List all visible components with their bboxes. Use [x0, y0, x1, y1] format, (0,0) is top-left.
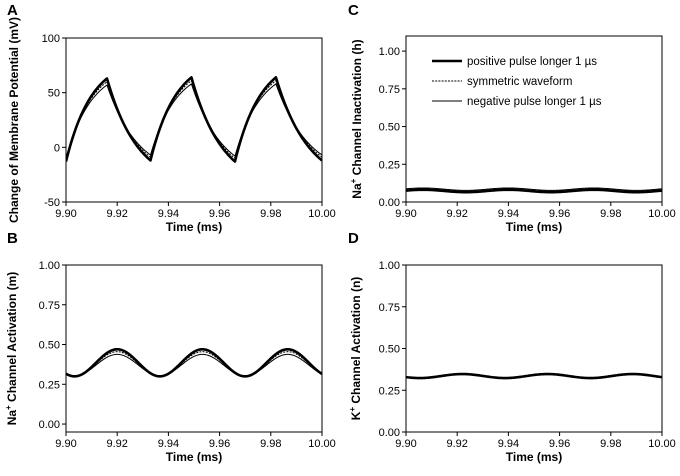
series-line-symmetric-waveform: [66, 351, 322, 377]
y-tick-label: 0.50: [39, 340, 60, 352]
panel-letter: B: [7, 230, 18, 247]
x-axis-label: Time (ms): [506, 450, 562, 464]
x-tick-label: 9.92: [446, 438, 467, 450]
y-tick-label: 0.75: [379, 84, 400, 96]
panel-letter: A: [7, 2, 18, 19]
panel-c: C 9.90 9.92 9.94 9.96 9.98 10.00 0.00 0.25 0.50 0.…: [348, 2, 676, 234]
x-tick-label: 9.96: [209, 438, 230, 450]
x-tick-label: 10.00: [648, 438, 676, 450]
plot-frame: [65, 264, 323, 433]
y-tick-label: 0: [54, 142, 60, 154]
y-tick-label: 0.25: [39, 379, 60, 391]
x-tick-label: 9.98: [600, 438, 621, 450]
x-tick-label: 9.98: [260, 208, 281, 220]
series-line-negative-pulse-longer-1-s: [66, 83, 322, 159]
x-tick-label: 10.00: [308, 208, 336, 220]
y-tick-label: 100: [42, 33, 60, 45]
legend-entry: symmetric waveform: [467, 76, 572, 88]
y-tick-label: 50: [48, 88, 60, 100]
x-axis-label: Time (ms): [166, 450, 222, 464]
x-tick-label: 9.90: [395, 208, 416, 220]
y-axis-label: Na+ Channel Activation (m): [4, 272, 19, 426]
x-tick-label: 9.98: [600, 208, 621, 220]
legend-entry: positive pulse longer 1 µs: [467, 56, 597, 68]
y-tick-label: 0.50: [379, 344, 400, 356]
y-axis-label: Na+ Channel Inactivation (h): [349, 39, 364, 198]
x-tick-label: 9.96: [209, 208, 230, 220]
plot-frame: [405, 35, 663, 203]
x-tick-label: 9.90: [55, 438, 76, 450]
legend-entry: negative pulse longer 1 µs: [467, 96, 602, 108]
y-tick-label: 0.25: [379, 385, 400, 397]
series-line-positive-pulse-longer-1-s: [406, 188, 662, 194]
x-tick-label: 9.98: [260, 438, 281, 450]
y-tick-label: 0.75: [379, 302, 400, 314]
y-axis-label: K+ Channel Activation (n): [348, 277, 363, 421]
x-tick-label: 10.00: [648, 208, 676, 220]
y-tick-label: 1.00: [39, 260, 60, 272]
x-tick-label: 9.94: [158, 208, 179, 220]
x-tick-label: 9.92: [106, 208, 127, 220]
series-line-negative-pulse-longer-1-s: [406, 373, 662, 379]
x-tick-label: 9.90: [55, 208, 76, 220]
x-tick-label: 9.92: [106, 438, 127, 450]
series-line-symmetric-waveform: [406, 188, 662, 192]
y-axis-label: Change of Membrane Potential (mV): [7, 17, 21, 223]
panel-letter: D: [348, 230, 359, 247]
x-axis-label: Time (ms): [506, 220, 562, 234]
series-line-symmetric-waveform: [66, 80, 322, 160]
y-tick-label: 0.00: [379, 427, 400, 439]
panel-d: D 9.90 9.92 9.94 9.96 9.98 10.00 0.00 0.25 0.50 0.…: [348, 230, 676, 464]
series-line-negative-pulse-longer-1-s: [66, 353, 322, 377]
x-tick-label: 10.00: [308, 438, 336, 450]
y-tick-label: 0.75: [39, 300, 60, 312]
y-tick-label: 0.00: [39, 419, 60, 431]
y-tick-label: -50: [44, 197, 60, 209]
y-tick-label: 1.00: [379, 260, 400, 272]
panel-b: B 9.90 9.92 9.94 9.96 9.98 10.00 0.00 0.25 0.50 0.…: [4, 230, 336, 464]
series-line-positive-pulse-longer-1-s: [66, 76, 322, 163]
x-tick-label: 9.94: [498, 438, 519, 450]
y-tick-label: 0.00: [379, 197, 400, 209]
x-tick-label: 9.92: [446, 208, 467, 220]
x-tick-label: 9.96: [549, 438, 570, 450]
y-tick-label: 1.00: [379, 46, 400, 58]
series-line-negative-pulse-longer-1-s: [406, 187, 662, 191]
x-axis-label: Time (ms): [166, 220, 222, 234]
y-tick-label: 0.25: [379, 159, 400, 171]
x-tick-label: 9.94: [498, 208, 519, 220]
plot-frame: [65, 37, 323, 203]
panel-a: A 9.90 9.92 9.94 9.96 9.98 10.00 -50 0 50 100 Time …: [7, 2, 336, 234]
y-tick-label: 0.50: [379, 122, 400, 134]
x-tick-label: 9.94: [158, 438, 179, 450]
plot-frame: [405, 264, 663, 433]
x-tick-label: 9.96: [549, 208, 570, 220]
x-tick-label: 9.90: [395, 438, 416, 450]
series-line-positive-pulse-longer-1-s: [66, 348, 322, 378]
panel-letter: C: [348, 2, 359, 19]
